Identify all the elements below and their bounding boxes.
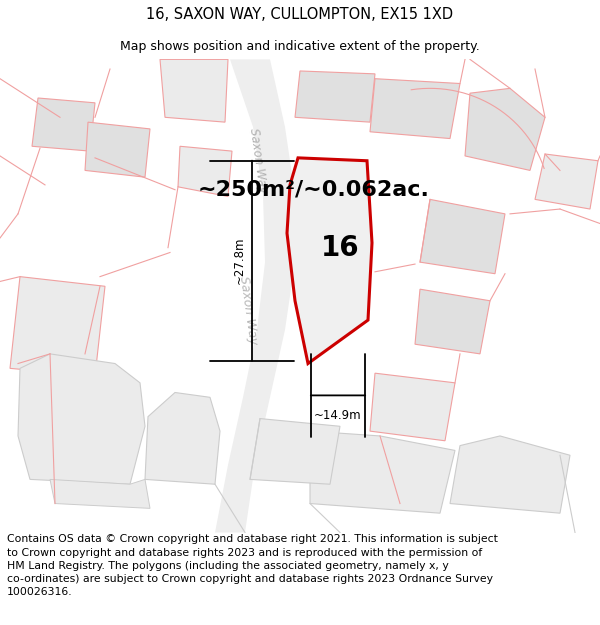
Polygon shape: [535, 154, 598, 209]
Polygon shape: [370, 79, 460, 139]
Polygon shape: [50, 479, 150, 508]
Polygon shape: [310, 431, 455, 513]
Polygon shape: [370, 373, 455, 441]
Polygon shape: [145, 392, 220, 484]
Polygon shape: [18, 354, 145, 484]
Polygon shape: [32, 98, 95, 151]
Polygon shape: [85, 122, 150, 177]
Polygon shape: [420, 199, 505, 274]
Text: Saxon Way: Saxon Way: [237, 275, 259, 346]
Text: ~250m²/~0.062ac.: ~250m²/~0.062ac.: [198, 180, 430, 200]
Polygon shape: [250, 419, 340, 484]
Polygon shape: [10, 277, 105, 376]
Polygon shape: [215, 59, 295, 532]
Text: Saxon Way: Saxon Way: [247, 127, 269, 194]
Polygon shape: [178, 146, 232, 196]
Text: Map shows position and indicative extent of the property.: Map shows position and indicative extent…: [120, 40, 480, 52]
Text: Contains OS data © Crown copyright and database right 2021. This information is : Contains OS data © Crown copyright and d…: [7, 534, 498, 597]
Polygon shape: [465, 88, 545, 171]
Text: ~27.8m: ~27.8m: [233, 237, 246, 284]
Polygon shape: [0, 59, 600, 532]
Polygon shape: [287, 158, 372, 364]
Polygon shape: [160, 59, 228, 122]
Text: ~14.9m: ~14.9m: [314, 409, 362, 422]
Polygon shape: [295, 71, 375, 122]
Polygon shape: [415, 289, 490, 354]
Text: 16: 16: [320, 234, 359, 262]
Polygon shape: [450, 436, 570, 513]
Text: 16, SAXON WAY, CULLOMPTON, EX15 1XD: 16, SAXON WAY, CULLOMPTON, EX15 1XD: [146, 8, 454, 22]
